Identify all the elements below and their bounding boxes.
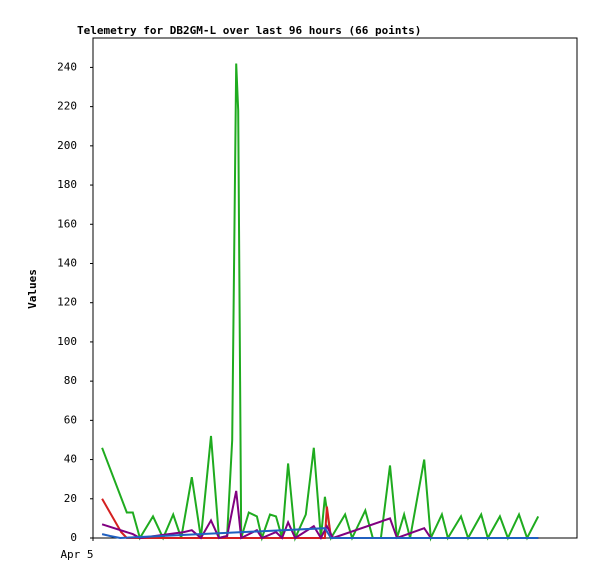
y-tick-label: 240 [57, 60, 77, 73]
plot-frame [92, 37, 578, 539]
y-tick-label: 0 [70, 531, 77, 544]
y-tick-label: 80 [64, 374, 77, 387]
y-axis-label: Values [26, 269, 39, 309]
chart-title: Telemetry for DB2GM-L over last 96 hours… [77, 24, 421, 37]
series-line [101, 527, 539, 540]
y-tick-label: 180 [57, 178, 77, 191]
y-tick-label: 40 [64, 453, 77, 466]
x-tick-label: Apr 5 [60, 548, 93, 561]
y-tick-label: 60 [64, 413, 77, 426]
y-tick-label: 120 [57, 296, 77, 309]
y-tick-label: 100 [57, 335, 77, 348]
y-tick-label: 200 [57, 139, 77, 152]
y-tick-label: 160 [57, 217, 77, 230]
series-line [101, 63, 540, 542]
y-tick-label: 20 [64, 492, 77, 505]
series-line [101, 490, 539, 541]
y-tick-label: 220 [57, 100, 77, 113]
y-tick-label: 140 [57, 256, 77, 269]
